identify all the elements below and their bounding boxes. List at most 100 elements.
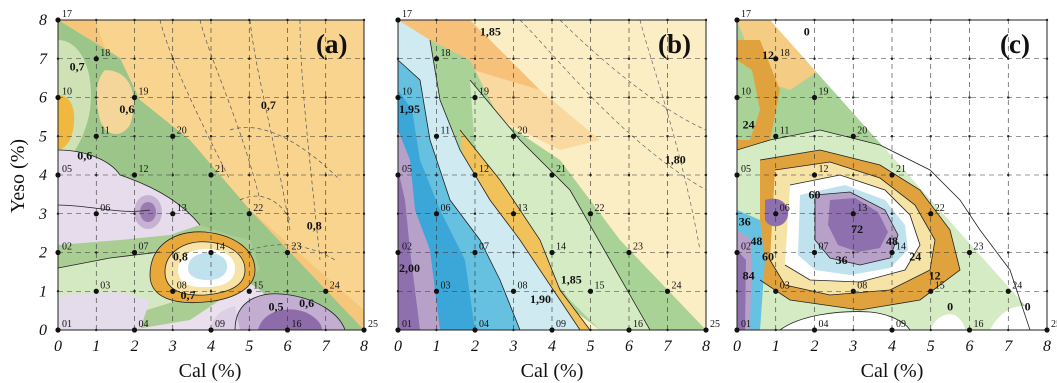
sample-point-a — [93, 211, 99, 217]
x-tick-label-a: 1 — [92, 338, 100, 355]
grid-dot-c — [929, 135, 932, 138]
sample-point-label-a: 12 — [139, 164, 149, 175]
sample-point-label-c: 04 — [819, 319, 829, 330]
contour-label-c: 24 — [909, 249, 921, 263]
grid-dot-b — [627, 96, 631, 99]
sample-point-label-c: 14 — [896, 242, 906, 253]
sample-point-b — [472, 94, 478, 101]
sample-point-label-c: 20 — [857, 125, 867, 136]
grid-dot-b — [550, 212, 554, 215]
sample-point-label-c: 11 — [780, 125, 790, 136]
grid-dot-a — [209, 290, 213, 293]
sample-point-a — [55, 17, 61, 23]
grid-dot-c — [968, 57, 971, 60]
sample-point-c — [889, 172, 895, 178]
contour-label-c: 0 — [947, 300, 953, 314]
sample-point-label-a: 01 — [62, 319, 72, 330]
grid-dot-a — [286, 212, 289, 215]
y-tick-label: 7 — [39, 51, 48, 68]
sample-point-c — [850, 288, 856, 294]
sample-point-label-b: 16 — [633, 319, 643, 330]
sample-point-label-b: 20 — [518, 125, 528, 136]
sample-point-c — [928, 288, 934, 294]
sample-point-label-b: 07 — [479, 242, 489, 253]
sample-point-label-b: 24 — [672, 280, 682, 291]
grid-dot-b — [550, 57, 554, 60]
sample-point-c — [773, 133, 779, 139]
contour-label-a: 0,7 — [261, 98, 276, 112]
grid-dot-a — [209, 57, 213, 60]
grid-dot-a — [171, 96, 174, 99]
grid-dot-c — [890, 57, 894, 60]
grid-dot-c — [890, 212, 894, 215]
sample-points: 01 02 03 04 05 06 07 08 09 10 11 12 13 14 15 16 17 18 19 20… — [55, 9, 1057, 333]
contour-label-c: 60 — [809, 187, 821, 201]
x-tick-label-c: 4 — [888, 338, 896, 355]
grid-dot-c — [1007, 173, 1010, 177]
sample-point-c — [734, 249, 740, 256]
panel-b-dashed — [519, 20, 706, 251]
grid-dot-a — [286, 57, 289, 60]
grid-dot-b — [666, 173, 669, 177]
grid-dot-b — [512, 251, 515, 254]
sample-point-label-a: 10 — [62, 87, 72, 98]
sample-point-label-b: 08 — [518, 280, 528, 291]
sample-point-b — [395, 249, 401, 256]
x-tick-label-a: 2 — [131, 338, 139, 355]
contour-label-c: 84 — [743, 269, 755, 283]
grid-dot-a — [286, 290, 289, 293]
grid-dot-a — [133, 135, 136, 138]
sample-point-label-c: 07 — [819, 242, 829, 253]
sample-point-c — [889, 249, 895, 256]
sample-point-label-a: 22 — [253, 203, 263, 214]
grid-dot-a — [286, 173, 289, 177]
sample-point-c — [734, 327, 740, 333]
sample-point-a — [131, 249, 138, 256]
grid-dot-b — [627, 173, 631, 177]
grid-dot-c — [1007, 251, 1010, 254]
sample-point-label-a: 11 — [100, 125, 110, 136]
contour-label-c: 0 — [1025, 300, 1031, 314]
contour-label-a: 0,7 — [70, 59, 85, 73]
x-tick-label-a: 5 — [245, 338, 253, 355]
sample-point-a — [55, 94, 61, 101]
y-axis-title: Yeso (%) — [7, 139, 29, 213]
contour-label-a: 0,7 — [181, 288, 196, 302]
x-tick-label-a: 0 — [54, 338, 62, 355]
x-tick-label-a: 6 — [284, 338, 292, 355]
contour-label-c: 60 — [762, 249, 774, 263]
sample-point-label-a: 07 — [139, 242, 149, 253]
grid-dot-a — [248, 135, 251, 138]
sample-point-a — [208, 327, 214, 333]
sample-point-a — [284, 249, 291, 256]
x-tick-label-c: 0 — [733, 338, 741, 355]
sample-point-a — [208, 172, 214, 178]
x-tick-label-a: 4 — [207, 338, 215, 355]
sample-point-b — [703, 327, 709, 333]
sample-point-a — [55, 172, 61, 178]
sample-point-b — [433, 288, 440, 294]
sample-point-c — [1005, 288, 1011, 294]
sample-point-b — [549, 249, 555, 256]
grid-dot-c — [813, 212, 816, 215]
sample-point-label-c: 12 — [819, 164, 829, 175]
sample-point-label-c: 09 — [896, 319, 906, 330]
grid-dot-a — [171, 173, 174, 177]
sample-point-a — [208, 249, 214, 256]
sample-point-label-a: 13 — [177, 203, 187, 214]
sample-point-label-b: 18 — [441, 48, 451, 59]
sample-point-label-a: 21 — [215, 164, 225, 175]
sample-point-label-a: 14 — [215, 242, 225, 253]
grid-dot-c — [968, 135, 971, 138]
grid-dot-c — [968, 173, 971, 177]
contour-label-b: 2,00 — [399, 261, 420, 275]
grid-dot-c — [813, 57, 816, 60]
sample-point-c — [773, 56, 779, 62]
sample-point-c — [889, 327, 895, 333]
grid-dot-b — [627, 57, 631, 60]
grid-dot-b — [512, 173, 515, 177]
grid-dot-b — [666, 135, 669, 138]
sample-point-a — [131, 327, 138, 333]
panel-c-contours — [737, 129, 1031, 330]
